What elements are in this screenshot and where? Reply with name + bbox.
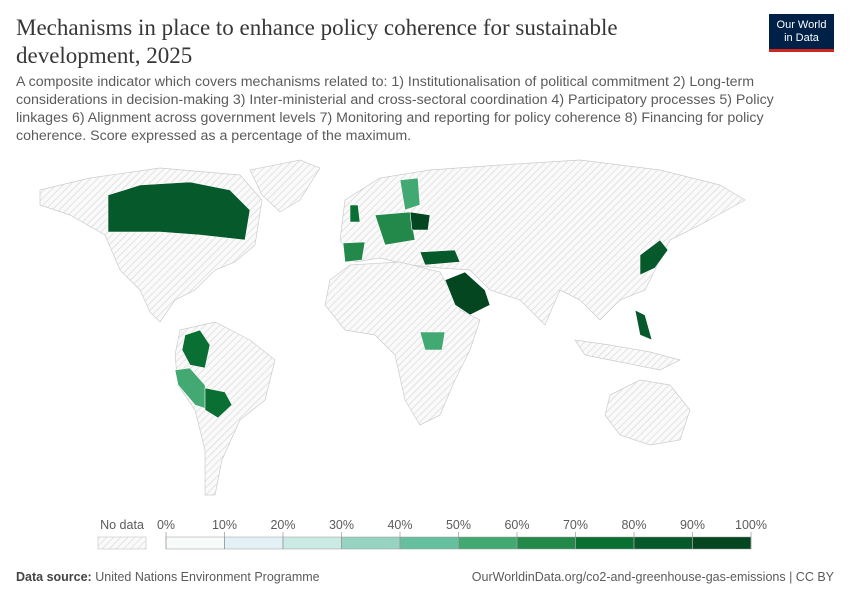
land-indonesia [574,339,681,371]
legend-tick-label: 50% [446,518,471,532]
legend-tick-label: 40% [387,518,412,532]
region [204,387,233,419]
url[interactable]: OurWorldinData.org/co2-and-greenhouse-ga… [471,570,834,584]
region [399,177,421,211]
region [634,309,653,341]
region [409,211,431,231]
subtitle: A composite indicator which covers mecha… [16,74,774,144]
land-africa [324,261,481,426]
legend-tick-label: 0% [157,518,175,532]
region [342,241,366,263]
legend-tick-label: 90% [680,518,705,532]
source: Data source: United Nations Environment … [16,570,320,584]
source-label: Data source: [16,570,92,584]
legend-tick-label: 60% [504,518,529,532]
legend-bin [633,536,693,550]
logo[interactable]: Our World in Data [769,14,834,52]
region [374,211,416,246]
land-greenland [249,159,321,213]
logo-line: in Data [784,32,819,44]
region [639,239,669,276]
legend-bin [516,536,576,550]
legend-bin [341,536,401,550]
region [181,329,211,369]
legend-tick-label: 70% [563,518,588,532]
region [107,181,251,241]
legend-tick-label: 100% [735,518,767,532]
region [419,331,446,351]
legend-bin [165,536,225,550]
legend-bin [282,536,342,550]
land-eurasia [339,159,746,326]
legend-tick-label: 10% [212,518,237,532]
legend-tick-label: 80% [621,518,646,532]
logo-line: Our World [776,19,827,31]
land-australia [604,379,691,446]
legend-bin [458,536,518,550]
legend-bin [692,536,752,550]
region [349,204,361,223]
legend-bin [224,536,284,550]
region [419,249,461,266]
no-data-swatch [97,536,147,550]
legend-bin [399,536,459,550]
legend-bin [575,536,635,550]
region [444,271,491,316]
legend-tick-label: 30% [329,518,354,532]
legend-tick-label: 20% [270,518,295,532]
title: Mechanisms in place to enhance policy co… [16,15,618,68]
no-data-label: No data [100,518,144,532]
source-text: United Nations Environment Programme [95,570,320,584]
